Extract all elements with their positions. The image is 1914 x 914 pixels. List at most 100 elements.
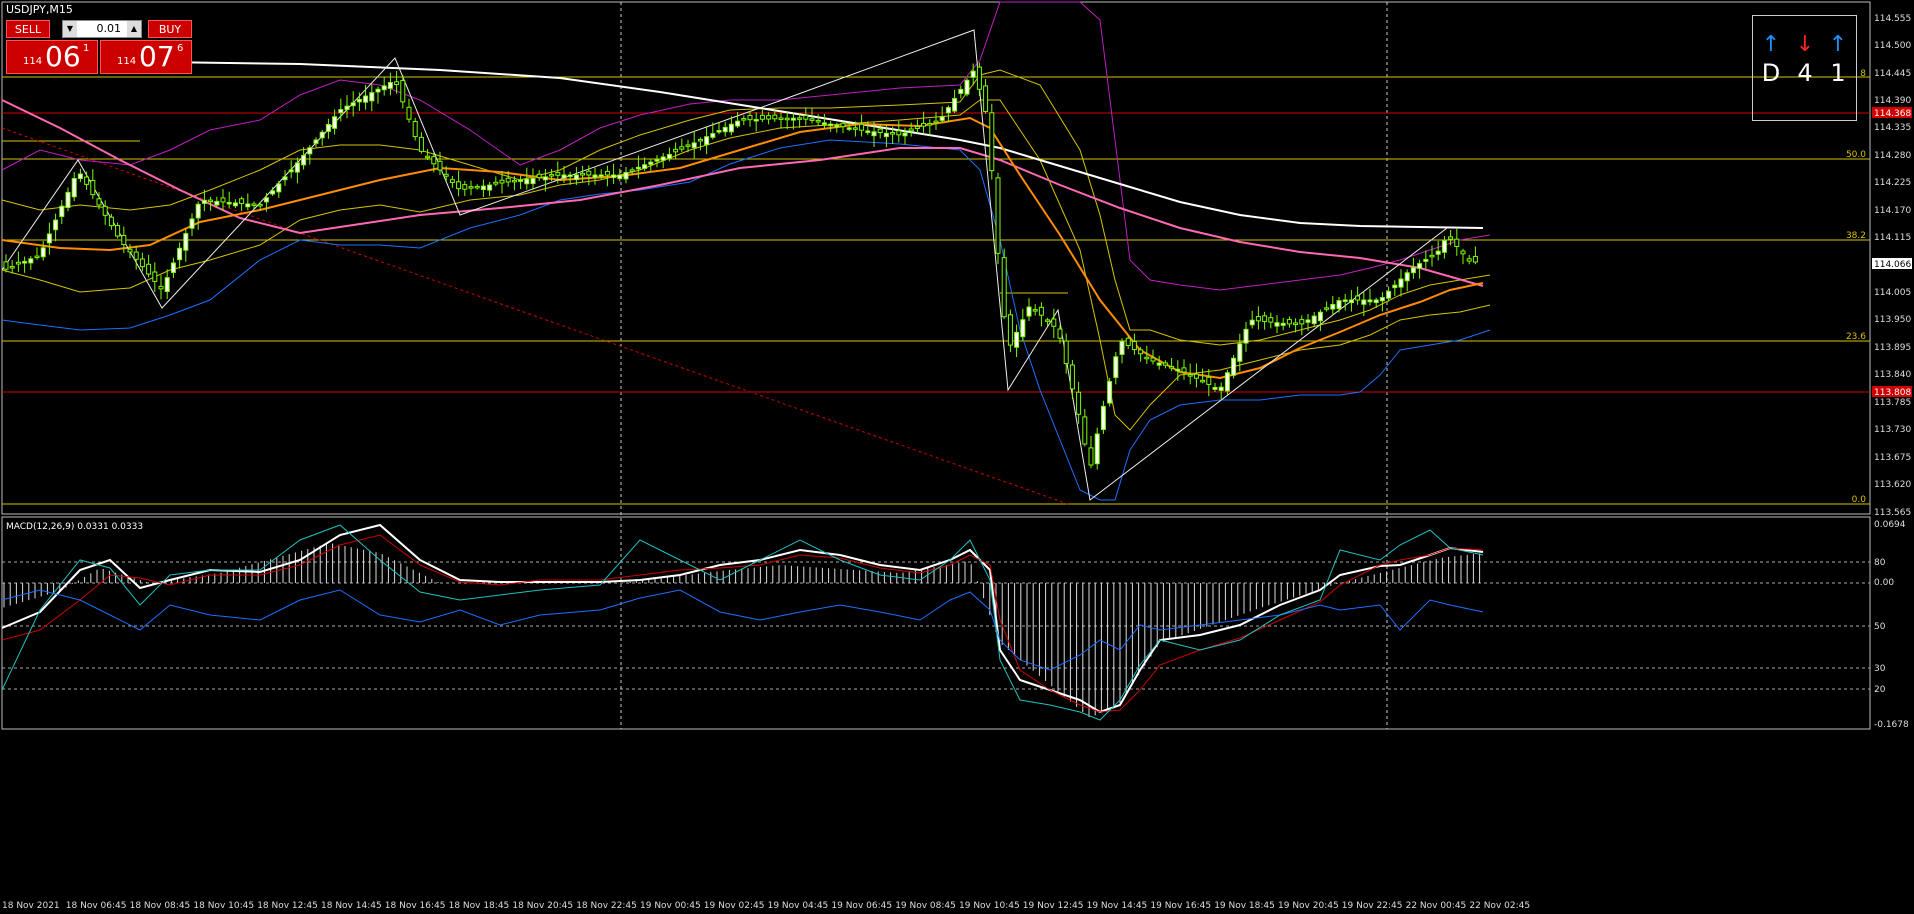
candle-body	[852, 127, 858, 130]
trend-column-h1: ↑ 1	[1823, 32, 1853, 88]
candle-body	[530, 177, 536, 185]
candle-body	[970, 70, 976, 78]
candle-body	[1398, 278, 1404, 288]
candle-body	[1032, 309, 1038, 312]
buy-price-fraction: 6	[177, 43, 184, 54]
candle-body	[28, 258, 34, 264]
red-level-price-label: 113.808	[1874, 388, 1911, 398]
candle-body	[1181, 367, 1187, 373]
candle-body	[722, 126, 728, 133]
buy-button[interactable]: BUY	[148, 20, 192, 38]
time-tick-label: 19 Nov 06:45	[831, 901, 892, 911]
timeframe-label: D	[1761, 59, 1781, 87]
time-tick-label: 22 Nov 02:45	[1469, 901, 1530, 911]
candle-body	[580, 172, 586, 176]
time-tick-label: 19 Nov 16:45	[1150, 901, 1211, 911]
candle-body	[1404, 272, 1410, 282]
candle-body	[9, 266, 15, 269]
candle-body	[958, 88, 964, 94]
candle-body	[1448, 236, 1454, 240]
candle-body	[71, 178, 77, 198]
candle-body	[344, 105, 350, 110]
candle-body	[1150, 357, 1156, 362]
price-tick-label: 114.005	[1874, 288, 1911, 298]
candle-body	[939, 116, 945, 121]
time-tick-label: 18 Nov 14:45	[321, 901, 382, 911]
macd-axis-label: 80	[1874, 558, 1886, 568]
chevron-down-icon[interactable]: ▼	[63, 21, 77, 37]
candle-body	[487, 184, 493, 191]
candle-body	[1107, 381, 1113, 404]
candle-body	[1472, 255, 1478, 263]
candle-body	[77, 173, 83, 180]
candle-body	[1237, 343, 1243, 362]
price-axis: 114.555 114.500 114.445 114.390 114.335 114.2…	[1874, 14, 1911, 518]
price-tick-label: 113.675	[1874, 453, 1911, 463]
candle-body	[1417, 263, 1423, 269]
candle-body	[1156, 362, 1162, 366]
candle-body	[220, 197, 226, 203]
candle-body	[1231, 357, 1237, 376]
candle-body	[22, 260, 28, 264]
lot-size-input[interactable]: 0.01	[96, 22, 122, 35]
candle-body	[214, 200, 220, 206]
candle-body	[387, 82, 393, 89]
sell-price-box[interactable]: 114 06 1	[6, 40, 98, 74]
candle-body	[443, 173, 449, 177]
candle-body	[536, 173, 542, 179]
candle-body	[828, 123, 834, 127]
candle-body	[1355, 295, 1361, 301]
time-tick-label: 19 Nov 20:45	[1278, 901, 1339, 911]
macd-label: MACD(12,26,9) 0.0331 0.0333	[6, 522, 143, 532]
candle-body	[158, 285, 164, 290]
candle-body	[1262, 315, 1268, 322]
fib-label: 23.6	[1846, 332, 1866, 342]
sell-price-main: 06	[45, 40, 81, 73]
candle-body	[778, 117, 784, 120]
time-tick-label: 18 Nov 2021	[2, 901, 60, 911]
candle-body	[1206, 376, 1212, 385]
candle-body	[1007, 314, 1013, 346]
red-level-price-label: 114.368	[1874, 109, 1911, 119]
candle-body	[766, 115, 772, 120]
time-tick-label: 19 Nov 02:45	[704, 901, 765, 911]
candle-body	[245, 203, 251, 208]
candle-body	[784, 117, 790, 121]
chevron-up-icon[interactable]: ▲	[127, 21, 141, 37]
candle-body	[1423, 258, 1429, 262]
candle-body	[1063, 340, 1069, 365]
lot-size-stepper[interactable]: ▼ 0.01 ▲	[62, 20, 142, 38]
candle-body	[1435, 250, 1441, 255]
candle-body	[797, 117, 803, 120]
candle-body	[363, 95, 369, 103]
price-tick-label: 113.895	[1874, 343, 1911, 353]
macd-window-frame	[1, 516, 1871, 730]
candle-body	[704, 136, 710, 146]
candle-body	[673, 148, 679, 153]
candle-body	[468, 186, 474, 189]
candle-body	[772, 114, 778, 120]
candle-body	[369, 92, 375, 102]
arrow-up-icon: ↑	[1761, 32, 1781, 57]
buy-price-box[interactable]: 114 07 6	[100, 40, 192, 74]
candle-body	[406, 106, 412, 120]
time-tick-label: 19 Nov 04:45	[768, 901, 829, 911]
candle-body	[90, 179, 96, 196]
candle-body	[1293, 322, 1299, 326]
fibonacci-levels	[2, 76, 1870, 505]
time-tick-label: 22 Nov 00:45	[1406, 901, 1467, 911]
candle-body	[598, 174, 604, 177]
price-tick-label: 114.170	[1874, 206, 1911, 216]
candle-body	[1367, 299, 1373, 303]
sell-button[interactable]: SELL	[6, 20, 50, 38]
fib-label-group: 8 50.0 38.2 23.6 0.0	[1846, 69, 1866, 505]
candle-body	[952, 98, 958, 112]
time-tick-label: 18 Nov 10:45	[193, 901, 254, 911]
candle-body	[208, 199, 214, 203]
red-level-price-tag	[1872, 386, 1912, 397]
candle-body	[914, 126, 920, 129]
arrow-down-icon: ↓	[1795, 32, 1815, 57]
candle-body	[505, 177, 511, 183]
candle-body	[660, 156, 666, 161]
